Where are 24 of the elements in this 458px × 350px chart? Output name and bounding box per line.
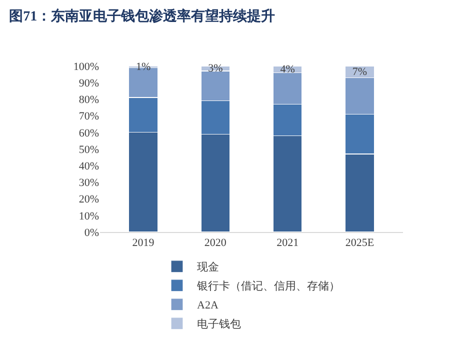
legend-label: 银行卡（借记、信用、存储） [196,280,340,293]
data-label: 1% [136,60,151,73]
x-tick-label: 2021 [276,237,299,250]
y-tick-label: 30% [78,177,99,190]
legend-label: 电子钱包 [197,318,241,331]
y-tick-label: 70% [78,110,99,123]
data-label: 7% [352,66,368,78]
data-label: 4% [280,63,295,76]
y-tick-label: 80% [78,94,99,106]
legend-label: A2A [197,300,218,312]
chart-title: 图71：东南亚电子钱包渗透率有望持续提升 [9,7,276,24]
y-tick-label: 100% [73,60,99,73]
x-tick-label: 2019 [132,237,155,250]
x-tick-label: 2025E [345,237,374,250]
x-tick-label: 2020 [204,237,227,250]
y-tick-label: 20% [78,194,99,206]
y-tick-label: 0% [84,226,99,239]
y-tick-label: 40% [78,160,99,172]
y-tick-label: 50% [78,144,99,156]
legend-label: 现金 [197,262,219,274]
y-tick-label: 60% [78,127,99,140]
y-tick-label: 10% [78,210,99,222]
data-label: 3% [208,62,223,74]
y-tick-label: 90% [78,77,99,90]
